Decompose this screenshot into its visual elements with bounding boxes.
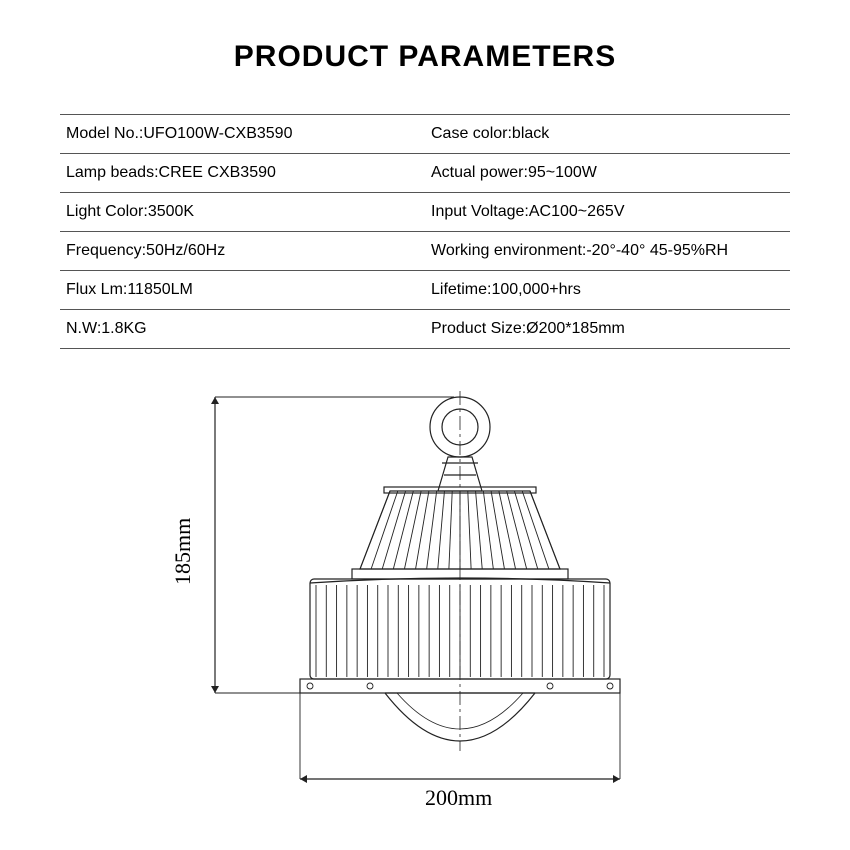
param-cell-left: N.W:1.8KG [60, 310, 425, 349]
height-dimension-label: 185mm [170, 518, 196, 585]
param-cell-left: Model No.:UFO100W-CXB3590 [60, 115, 425, 154]
table-row: Model No.:UFO100W-CXB3590Case color:blac… [60, 115, 790, 154]
param-cell-left: Frequency:50Hz/60Hz [60, 232, 425, 271]
param-cell-left: Flux Lm:11850LM [60, 271, 425, 310]
param-cell-right: Product Size:Ø200*185mm [425, 310, 790, 349]
table-row: Frequency:50Hz/60HzWorking environment:-… [60, 232, 790, 271]
page-title: PRODUCT PARAMETERS [60, 40, 790, 74]
parameters-table: Model No.:UFO100W-CXB3590Case color:blac… [60, 114, 790, 349]
param-cell-left: Light Color:3500K [60, 193, 425, 232]
technical-drawing: 185mm 200mm [60, 379, 790, 819]
table-row: Light Color:3500KInput Voltage:AC100~265… [60, 193, 790, 232]
table-row: Flux Lm:11850LMLifetime:100,000+hrs [60, 271, 790, 310]
table-row: Lamp beads:CREE CXB3590Actual power:95~1… [60, 154, 790, 193]
param-cell-right: Working environment:-20°-40° 45-95%RH [425, 232, 790, 271]
param-cell-right: Case color:black [425, 115, 790, 154]
width-dimension-label: 200mm [425, 785, 492, 811]
table-row: N.W:1.8KGProduct Size:Ø200*185mm [60, 310, 790, 349]
param-cell-right: Input Voltage:AC100~265V [425, 193, 790, 232]
param-cell-left: Lamp beads:CREE CXB3590 [60, 154, 425, 193]
param-cell-right: Actual power:95~100W [425, 154, 790, 193]
param-cell-right: Lifetime:100,000+hrs [425, 271, 790, 310]
